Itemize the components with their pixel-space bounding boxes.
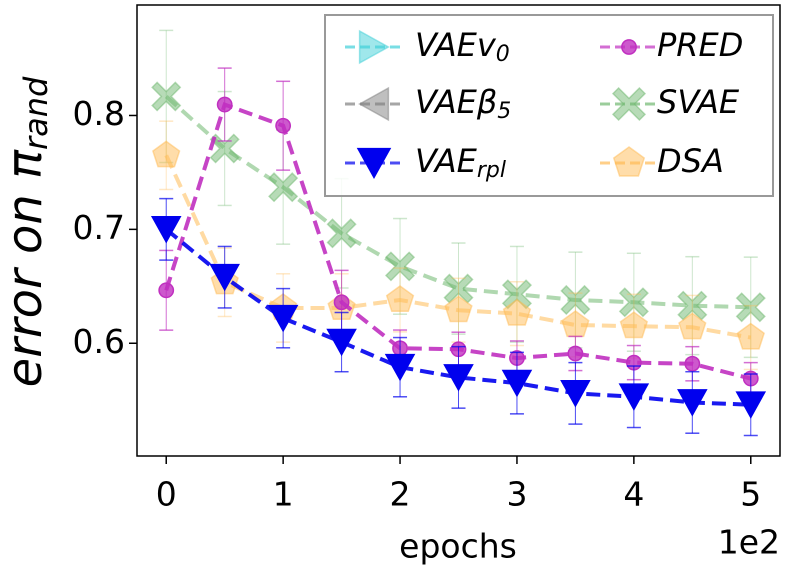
y-tick-label: 0.6 <box>73 322 125 361</box>
x-axis-label: epochs <box>399 527 517 566</box>
marker <box>326 218 357 249</box>
marker <box>501 369 533 398</box>
legend-label: SVAE <box>657 83 740 121</box>
marker <box>560 380 591 408</box>
marker <box>567 345 584 362</box>
y-tick-label: 0.7 <box>73 208 125 247</box>
y-axis-label: error on πrand <box>0 76 55 387</box>
y-axis-label-main: error on π <box>0 149 53 387</box>
legend-label: VAEv0 <box>415 26 510 67</box>
y-tick-label: 0.8 <box>73 94 125 133</box>
marker <box>612 146 646 177</box>
legend-name: VAEv <box>415 26 497 64</box>
x-tick-label: 3 <box>506 475 527 514</box>
marker <box>444 295 473 323</box>
marker <box>158 282 175 299</box>
series-line <box>164 227 751 407</box>
y-axis-label-sub: rand <box>17 76 55 150</box>
legend-subscript: 5 <box>497 99 511 124</box>
legend-label: PRED <box>657 26 743 64</box>
marker <box>618 383 650 411</box>
marker <box>684 355 701 372</box>
marker <box>356 147 392 179</box>
marker <box>677 389 708 417</box>
marker <box>502 298 532 326</box>
series-line <box>164 94 751 310</box>
x-tick-label: 5 <box>740 475 761 514</box>
marker <box>735 292 766 323</box>
legend-label: DSA <box>657 142 724 180</box>
marker <box>735 391 767 419</box>
x-tick-label: 0 <box>156 475 177 514</box>
marker <box>209 263 240 292</box>
legend-name: DSA <box>657 142 724 180</box>
marker <box>358 29 390 65</box>
legend-name: SVAE <box>657 83 740 121</box>
legend-label: VAErpl <box>415 142 506 183</box>
marker <box>560 284 591 316</box>
legend-subscript: rpl <box>477 158 506 183</box>
marker <box>621 39 637 55</box>
marker <box>443 364 474 392</box>
series <box>152 120 765 371</box>
marker <box>561 310 590 338</box>
x-tick-label: 4 <box>623 475 644 514</box>
marker <box>618 287 649 318</box>
marker <box>677 290 708 321</box>
marker <box>736 322 765 350</box>
x-tick-label: 1 <box>273 475 294 514</box>
x-offset-label: 1e2 <box>718 523 780 562</box>
x-tick-label: 2 <box>390 475 411 514</box>
marker <box>326 328 357 357</box>
marker <box>151 81 182 112</box>
legend-subscript: 0 <box>496 42 510 67</box>
marker <box>216 96 233 113</box>
plot-frame <box>136 4 781 457</box>
legend-name: VAE <box>415 142 478 180</box>
marker <box>150 216 182 244</box>
series <box>150 197 767 437</box>
marker <box>358 86 390 122</box>
marker <box>275 117 292 134</box>
marker <box>385 285 415 313</box>
marker <box>384 251 416 282</box>
legend-name: VAEβ <box>415 83 497 121</box>
marker <box>268 172 299 203</box>
marker <box>333 294 350 311</box>
marker <box>267 304 299 333</box>
marker <box>501 279 533 310</box>
legend-name: PRED <box>657 26 743 64</box>
marker <box>611 86 647 122</box>
marker <box>152 140 181 168</box>
marker <box>678 312 707 340</box>
marker <box>384 353 416 382</box>
marker <box>443 273 474 304</box>
legend-label: VAEβ5 <box>415 83 511 124</box>
marker <box>619 311 649 339</box>
